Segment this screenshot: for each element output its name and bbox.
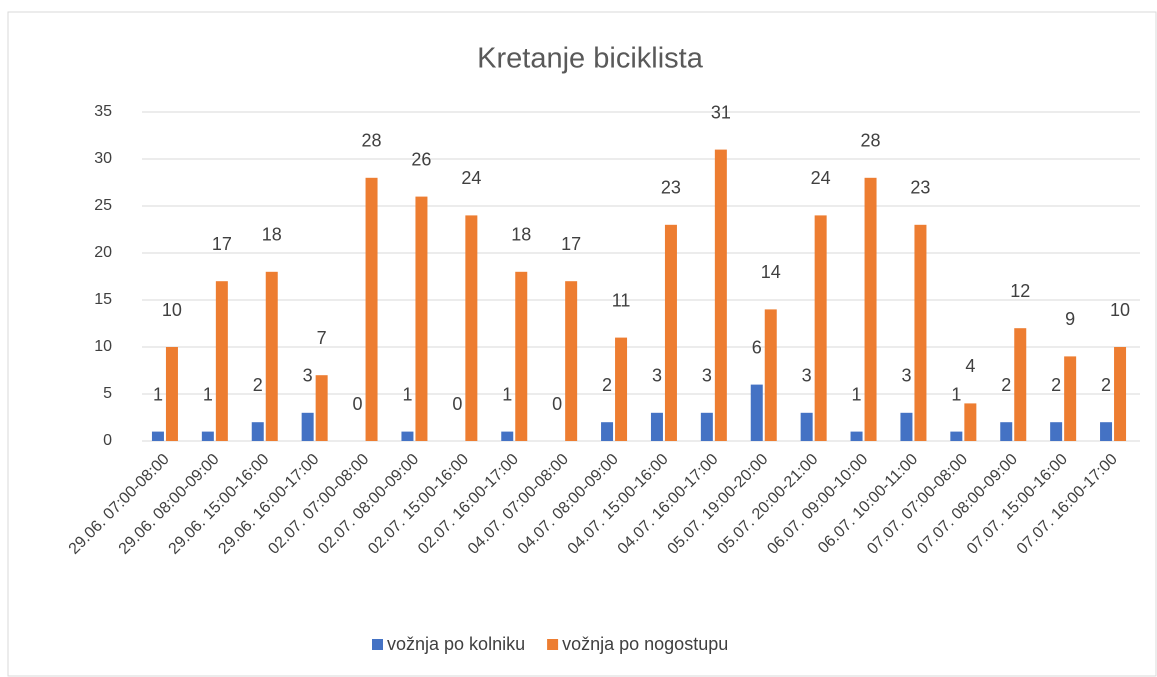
bar	[301, 412, 314, 441]
data-label: 2	[1101, 375, 1111, 395]
y-tick-label: 0	[103, 432, 112, 449]
y-tick-label: 25	[94, 197, 112, 214]
data-label: 26	[411, 149, 431, 169]
data-label: 1	[153, 384, 163, 404]
bar	[151, 431, 164, 441]
data-label: 23	[661, 178, 681, 198]
bar	[465, 215, 478, 441]
bar	[501, 431, 514, 441]
bar	[415, 196, 428, 441]
y-tick-label: 20	[94, 244, 112, 261]
bar	[165, 347, 178, 441]
data-label: 2	[253, 375, 263, 395]
bar	[900, 412, 913, 441]
bar	[1000, 422, 1013, 441]
bar	[814, 215, 827, 441]
bar	[864, 177, 877, 442]
data-label: 17	[212, 234, 232, 254]
data-label: 0	[552, 394, 562, 414]
data-label: 14	[761, 262, 781, 282]
data-label: 3	[802, 366, 812, 386]
bar	[201, 431, 214, 441]
data-label: 3	[652, 366, 662, 386]
data-label: 10	[162, 300, 182, 320]
bar	[565, 281, 578, 441]
legend-label: vožnja po nogostupu	[562, 634, 728, 654]
data-label: 1	[502, 384, 512, 404]
bar	[714, 149, 727, 441]
data-label: 31	[711, 102, 731, 122]
data-label: 1	[203, 384, 213, 404]
bar	[401, 431, 414, 441]
y-tick-label: 15	[94, 291, 112, 308]
bar	[950, 431, 963, 441]
y-tick-label: 35	[94, 103, 112, 120]
bar	[664, 224, 677, 441]
data-label: 1	[951, 384, 961, 404]
data-label: 3	[702, 366, 712, 386]
data-label: 24	[461, 168, 481, 188]
bar	[764, 309, 777, 441]
chart-title: Kretanje biciklista	[477, 43, 704, 75]
bar	[1014, 328, 1027, 441]
bar	[265, 271, 278, 441]
bar	[700, 412, 713, 441]
bar	[215, 281, 228, 441]
bar	[914, 224, 927, 441]
bar	[850, 431, 863, 441]
data-label: 12	[1010, 281, 1030, 301]
bar	[615, 337, 628, 441]
data-label: 3	[901, 366, 911, 386]
bar	[1100, 422, 1113, 441]
data-label: 0	[353, 394, 363, 414]
y-tick-label: 30	[94, 150, 112, 167]
bar	[365, 177, 378, 442]
data-label: 2	[1001, 375, 1011, 395]
data-label: 1	[402, 384, 412, 404]
data-label: 24	[811, 168, 831, 188]
data-label: 28	[362, 131, 382, 151]
data-label: 0	[452, 394, 462, 414]
legend: vožnja po kolniku vožnja po nogostupu	[372, 634, 728, 654]
data-label: 28	[861, 131, 881, 151]
data-label: 4	[965, 356, 975, 376]
y-tick-label: 10	[94, 338, 112, 355]
data-label: 17	[561, 234, 581, 254]
data-label: 11	[612, 290, 631, 310]
data-label: 9	[1065, 309, 1075, 329]
data-label: 10	[1110, 300, 1130, 320]
bar	[515, 271, 528, 441]
data-label: 2	[1051, 375, 1061, 395]
bar	[1114, 347, 1127, 441]
data-label: 2	[602, 375, 612, 395]
y-tick-label: 5	[103, 385, 112, 402]
data-label: 1	[852, 384, 862, 404]
legend-label: vožnja po kolniku	[387, 634, 525, 654]
data-label: 18	[262, 225, 282, 245]
data-label: 3	[303, 366, 313, 386]
bar	[315, 375, 328, 441]
data-label: 6	[752, 337, 762, 357]
bar	[1050, 422, 1063, 441]
legend-swatch	[372, 639, 383, 650]
bar	[800, 412, 813, 441]
bar	[601, 422, 614, 441]
bar	[1064, 356, 1077, 441]
bar	[650, 412, 663, 441]
bar	[964, 403, 977, 441]
bar	[750, 384, 763, 441]
chart-frame	[7, 11, 1157, 677]
data-label: 23	[910, 178, 930, 198]
bar	[251, 422, 264, 441]
legend-swatch	[547, 639, 559, 650]
data-label: 7	[317, 328, 327, 348]
data-label: 18	[511, 225, 531, 245]
